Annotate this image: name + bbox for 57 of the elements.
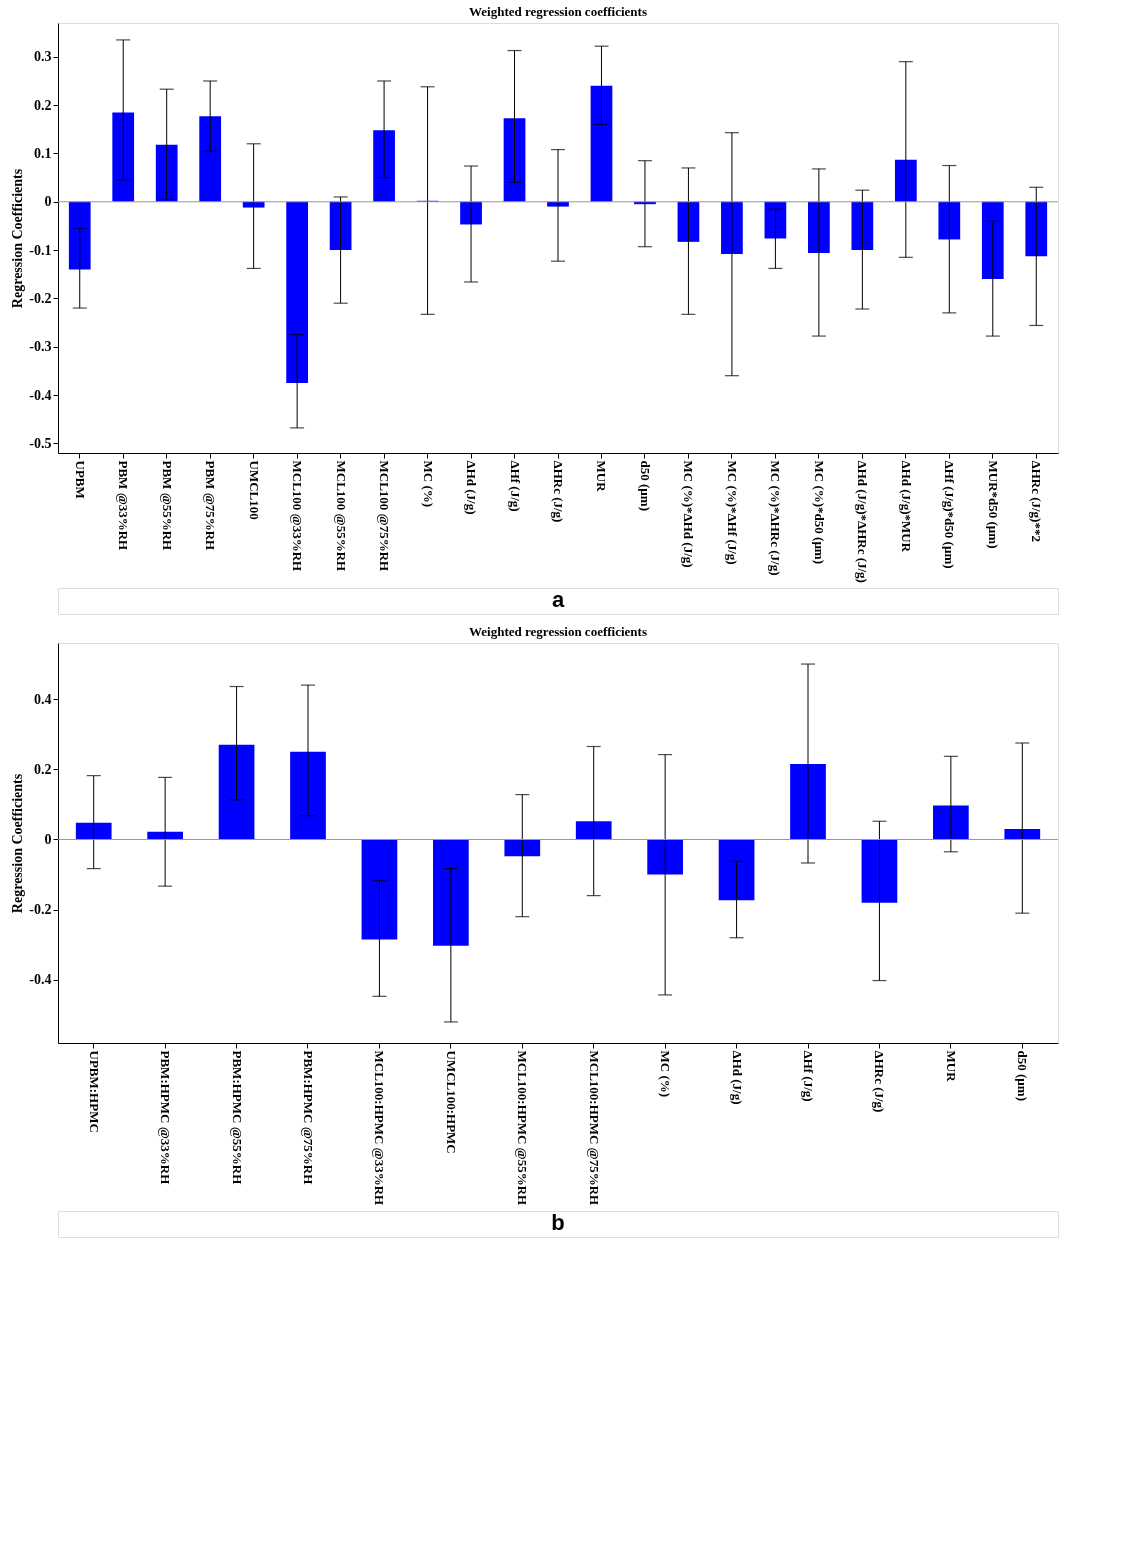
- x-tick-label: ΔHRc (J/g): [872, 1050, 888, 1113]
- y-tick-label: -0.5: [29, 435, 52, 451]
- x-tick-label: ΔHf (J/g)*d50 (µm): [942, 460, 958, 569]
- text: b: [551, 1210, 565, 1235]
- x-tick-label: ΔHf (J/g): [801, 1050, 816, 1102]
- y-tick-label: -0.2: [29, 902, 52, 918]
- chart-title: Weighted regression coefficients: [469, 624, 647, 639]
- x-tick-label: ΔHd (J/g)*ΔHRc (J/g): [855, 460, 871, 583]
- x-tick-label: ΔHd (J/g)*MUR: [898, 460, 914, 553]
- y-tick-label: -0.2: [29, 290, 52, 306]
- y-tick-label: 0.3: [34, 49, 52, 65]
- x-tick-label: MC (%)*ΔHRc (J/g): [768, 460, 784, 576]
- x-tick-label: PBM @55%RH: [159, 460, 175, 551]
- x-tick-label: UMCL100: [246, 460, 262, 520]
- y-tick-label: 0.2: [34, 761, 52, 777]
- x-tick-label: MUR: [943, 1050, 959, 1083]
- x-tick-label: MCL100 @33%RH: [290, 460, 306, 572]
- y-axis-title: Regression Coefficients: [10, 773, 26, 914]
- y-tick-label: -0.4: [29, 387, 52, 403]
- y-tick-label: 0.4: [34, 691, 52, 707]
- x-tick-label: ΔHRc (J/g)**2: [1029, 460, 1045, 542]
- x-tick-label: UMCL100:HPMC: [443, 1050, 459, 1154]
- text: a: [551, 587, 565, 612]
- chart-title: Weighted regression coefficients: [469, 4, 647, 19]
- x-tick-label: MC (%)*ΔHd (J/g): [681, 460, 697, 568]
- x-tick-label: MUR: [594, 460, 610, 493]
- y-tick-label: 0.1: [34, 145, 52, 161]
- x-tick-label: ΔHRc (J/g): [551, 460, 566, 523]
- x-tick-label: PBM @75%RH: [203, 460, 219, 551]
- x-tick-label: MUR*d50 (µm): [985, 460, 1001, 549]
- x-tick-label: ΔHd (J/g): [464, 460, 480, 515]
- x-tick-label: MCL100 @75%RH: [377, 460, 393, 572]
- x-tick-label: d50 (µm): [637, 460, 653, 511]
- x-tick-label: ΔHf (J/g): [507, 460, 523, 512]
- x-tick-label: UPBM:HPMC: [86, 1050, 102, 1133]
- x-tick-label: PBM:HPMC @75%RH: [301, 1050, 316, 1185]
- y-tick-label: 0.2: [34, 97, 52, 113]
- y-tick-label: 0: [44, 831, 52, 847]
- x-tick-label: UPBM: [72, 460, 88, 499]
- y-tick-label: 0: [44, 194, 52, 210]
- x-tick-label: MCL100:HPMC @55%RH: [515, 1050, 531, 1206]
- y-tick-label: -0.3: [29, 339, 52, 355]
- x-tick-label: MCL100:HPMC @75%RH: [586, 1050, 602, 1206]
- x-tick-label: ΔHd (J/g): [729, 1050, 745, 1105]
- y-tick-label: -0.4: [29, 972, 52, 988]
- x-tick-label: PBM:HPMC @33%RH: [158, 1050, 174, 1185]
- x-tick-label: MCL100:HPMC @33%RH: [372, 1050, 388, 1206]
- x-tick-label: MC (%)*d50 (µm): [811, 460, 827, 565]
- x-tick-label: MC (%): [658, 1050, 674, 1098]
- x-tick-label: d50 (µm): [1015, 1050, 1031, 1101]
- x-tick-label: MCL100 @55%RH: [333, 460, 349, 572]
- x-tick-label: MC (%)*ΔHf (J/g): [724, 460, 740, 565]
- y-tick-label: -0.1: [29, 242, 52, 258]
- x-tick-label: PBM @33%RH: [116, 460, 132, 551]
- y-axis-title: Regression Coefficients: [10, 168, 26, 309]
- x-tick-label: MC (%): [420, 460, 436, 508]
- x-tick-label: PBM:HPMC @55%RH: [229, 1050, 245, 1185]
